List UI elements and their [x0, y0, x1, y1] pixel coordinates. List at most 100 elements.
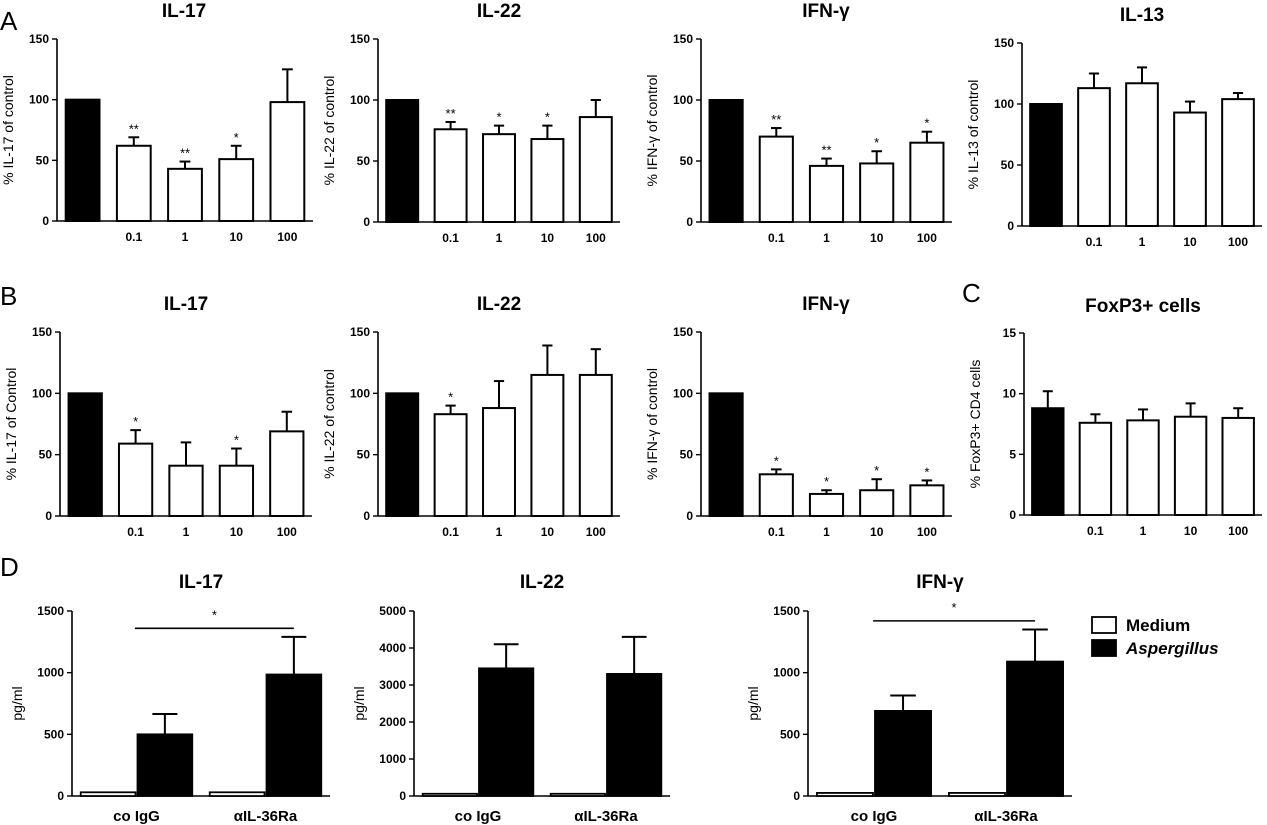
bar: [1031, 407, 1065, 516]
chart-b3: IFN-γ 0 50 100 150 % IFN-γ of control * 0.1 * 1 * 1…: [644, 294, 952, 539]
legend: Medium Aspergillus: [1091, 616, 1219, 658]
chart-title: IFN-γ: [802, 294, 850, 315]
legend-swatch-white: [1091, 616, 1117, 634]
bar: [1221, 98, 1255, 227]
chart-b1: IL-17 0 50 100 150 % IL-17 of Control * 0.1 1 * 10…: [3, 294, 312, 539]
significance-label: **: [771, 112, 781, 127]
y-tick-label: 100: [673, 386, 693, 400]
significance-label: *: [212, 607, 217, 622]
bar: [385, 392, 420, 518]
y-tick-label: 5000: [379, 604, 406, 618]
x-tick-label: co IgG: [851, 808, 898, 825]
significance-label: *: [874, 135, 879, 150]
y-tick-label: 500: [780, 727, 800, 741]
bar: [117, 442, 154, 518]
y-tick-label: 100: [29, 93, 49, 107]
x-tick-label: αIL-36Ra: [974, 808, 1038, 825]
bar: [1029, 103, 1063, 227]
y-tick-label: 0: [45, 509, 52, 523]
chart-c1: FoxP3+ cells 0 5 10 15 % FoxP3+ CD4 cells 0.1 1…: [967, 296, 1262, 538]
y-tick-label: 1000: [379, 752, 406, 766]
x-tick-label: 1: [823, 525, 830, 539]
chart-a4: IL-13 0 50 100 150 % IL-13 of control 0.1 1 10 10…: [965, 5, 1262, 249]
bar: [433, 413, 468, 518]
significance-label: *: [924, 464, 929, 479]
bar: [1173, 111, 1207, 227]
significance-label: *: [824, 474, 829, 489]
chart-b2: IL-22 0 50 100 150 % IL-22 of control * 0.1 1 10 1…: [321, 294, 620, 539]
chart-title: IL-17: [164, 294, 208, 315]
y-tick-label: 0: [363, 509, 370, 523]
y-tick-label: 50: [39, 448, 53, 462]
bar: [549, 792, 606, 797]
y-axis-label: % IL-13 of control: [965, 80, 981, 190]
bar: [1077, 87, 1111, 227]
bar: [136, 733, 194, 797]
x-tick-label: 0.1: [127, 525, 144, 539]
bar: [482, 407, 516, 518]
x-tick-label: 1: [1139, 235, 1146, 249]
panel-letter-c: C: [962, 278, 981, 308]
significance-label: *: [234, 433, 239, 448]
bar: [578, 373, 613, 517]
y-axis-label: % IL-22 of control: [321, 76, 337, 186]
y-axis-label: % IFN-γ of control: [644, 74, 660, 186]
y-tick-label: 0: [793, 789, 800, 803]
y-tick-label: 1500: [773, 604, 800, 618]
y-axis-label: pg/ml: [351, 686, 367, 720]
x-tick-label: 0.1: [1086, 235, 1103, 249]
y-tick-label: 150: [673, 32, 693, 46]
bar: [1006, 660, 1064, 797]
x-tick-label: 10: [870, 231, 884, 245]
bar: [578, 116, 613, 223]
bar: [168, 464, 204, 517]
significance-label: *: [448, 390, 453, 405]
x-tick-label: 10: [541, 525, 555, 539]
bar: [208, 791, 266, 797]
significance-label: *: [133, 414, 138, 429]
y-tick-label: 150: [673, 325, 693, 339]
y-tick-label: 100: [994, 97, 1014, 111]
x-tick-label: 10: [870, 525, 884, 539]
y-tick-label: 100: [350, 93, 370, 107]
bar: [79, 791, 137, 797]
x-tick-label: 100: [917, 231, 937, 245]
bar: [1125, 82, 1159, 228]
y-tick-label: 0: [1009, 508, 1016, 522]
y-tick-label: 150: [350, 325, 370, 339]
significance-label: **: [821, 143, 831, 158]
y-axis-label: % IFN-γ of control: [644, 368, 660, 480]
bar: [218, 158, 255, 222]
y-tick-label: 150: [32, 325, 52, 339]
chart-title: IL-17: [179, 572, 223, 593]
x-tick-label: co IgG: [455, 808, 502, 825]
chart-d2: IL-22 0 1000 2000 3000 4000 5000 pg/ml co IgG αIL…: [351, 572, 670, 825]
y-tick-label: 1000: [773, 666, 800, 680]
bar: [708, 99, 744, 223]
chart-title: FoxP3+ cells: [1085, 296, 1201, 317]
significance-label: *: [496, 110, 501, 125]
bar: [909, 484, 945, 518]
x-tick-label: αIL-36Ra: [574, 808, 638, 825]
y-tick-label: 1500: [37, 604, 64, 618]
x-tick-label: 100: [1228, 235, 1248, 249]
chart-title: IFN-γ: [802, 1, 850, 22]
y-tick-label: 0: [42, 214, 49, 228]
bar: [1173, 415, 1208, 516]
x-tick-label: 10: [1183, 235, 1197, 249]
y-tick-label: 100: [350, 386, 370, 400]
chart-title: IL-17: [162, 1, 206, 22]
legend-label: Medium: [1126, 616, 1190, 635]
x-tick-label: 10: [230, 230, 244, 244]
x-tick-label: 100: [586, 231, 606, 245]
y-tick-label: 3000: [379, 678, 406, 692]
x-tick-label: 10: [1184, 524, 1198, 538]
bar: [218, 464, 255, 517]
y-tick-label: 0: [363, 215, 370, 229]
y-tick-label: 50: [357, 154, 371, 168]
x-tick-label: 1: [823, 231, 830, 245]
y-tick-label: 5: [1009, 447, 1016, 461]
significance-label: *: [952, 600, 957, 615]
